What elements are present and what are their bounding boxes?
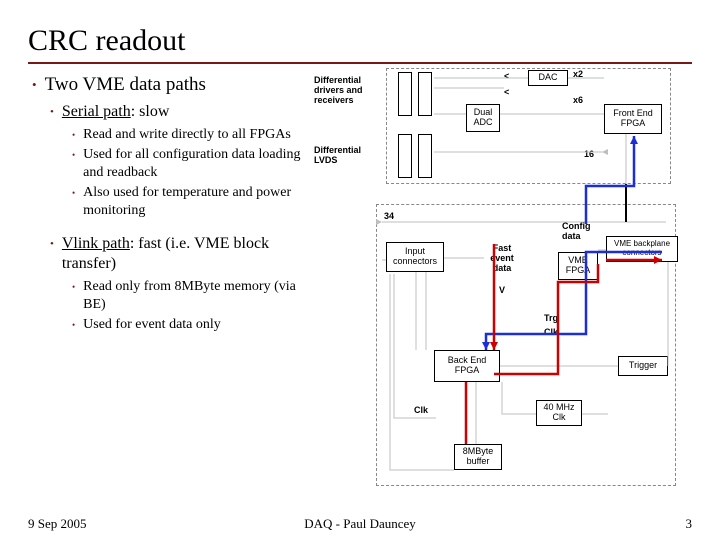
label-lt: <: [504, 72, 509, 82]
box-trigger: Trigger: [618, 356, 668, 376]
label-34: 34: [384, 212, 394, 222]
bullet-icon: •: [50, 102, 54, 122]
drv-box: [418, 72, 432, 116]
bullet-l3: Read only from 8MByte memory (via BE): [83, 278, 318, 314]
bullet-l2: Serial path: slow: [62, 102, 170, 122]
label-lt2: <: [504, 88, 509, 98]
content-area: • Two VME data paths • Serial path: slow…: [28, 74, 692, 494]
bullet-icon: •: [72, 146, 75, 164]
bullet-l2: Vlink path: fast (i.e. VME block transfe…: [62, 234, 318, 274]
label-trg: Trg: [544, 314, 558, 324]
drv-box: [398, 72, 412, 116]
label-clk2: Clk: [414, 406, 428, 416]
bullet-icon: •: [50, 234, 54, 254]
title-bar: CRC readout: [28, 24, 692, 64]
bullet-icon: •: [32, 74, 37, 96]
bullet-l3: Also used for temperature and power moni…: [83, 184, 318, 220]
bullet-l3: Read and write directly to all FPGAs: [83, 126, 291, 144]
footer: 9 Sep 2005 DAQ - Paul Dauncey 3: [0, 516, 720, 532]
drv-box: [398, 134, 412, 178]
bullet-icon: •: [72, 316, 75, 334]
box-clk40: 40 MHzClk: [536, 400, 582, 426]
label-x2: x2: [573, 70, 583, 80]
block-diagram: Differentialdrivers andreceivers < < x2 …: [326, 74, 686, 494]
bullet-icon: •: [72, 126, 75, 144]
box-inputconn: Inputconnectors: [386, 242, 444, 272]
label-x6: x6: [573, 96, 583, 106]
label-16: 16: [584, 150, 594, 160]
box-dac: DAC: [528, 70, 568, 86]
box-fefpga: Front EndFPGA: [604, 104, 662, 134]
bullet-l1: Two VME data paths: [45, 74, 206, 96]
box-dualadc: DualADC: [466, 104, 500, 132]
label-difflvds: DifferentialLVDS: [314, 146, 379, 166]
label-diffdrv: Differentialdrivers andreceivers: [314, 76, 384, 106]
label-fastev: Fasteventdata: [484, 244, 520, 274]
drv-box: [418, 134, 432, 178]
bullet-column: • Two VME data paths • Serial path: slow…: [28, 74, 318, 494]
box-vmebp: VME backplaneconnectors: [606, 236, 678, 262]
label-v: V: [499, 286, 505, 296]
bullet-l3: Used for event data only: [83, 316, 221, 334]
footer-page: 3: [686, 516, 693, 532]
slide-title: CRC readout: [28, 24, 692, 58]
bullet-icon: •: [72, 184, 75, 202]
box-vmefpga: VMEFPGA: [558, 252, 598, 280]
label-config: Configdata: [562, 222, 602, 242]
box-buf8m: 8MBytebuffer: [454, 444, 502, 470]
box-befpga: Back EndFPGA: [434, 350, 500, 382]
footer-date: 9 Sep 2005: [28, 516, 87, 532]
bullet-icon: •: [72, 278, 75, 296]
footer-center: DAQ - Paul Dauncey: [304, 516, 416, 532]
diagram-column: Differentialdrivers andreceivers < < x2 …: [326, 74, 692, 494]
bullet-l3: Used for all configuration data loading …: [83, 146, 318, 182]
label-clk: Clk: [544, 328, 558, 338]
